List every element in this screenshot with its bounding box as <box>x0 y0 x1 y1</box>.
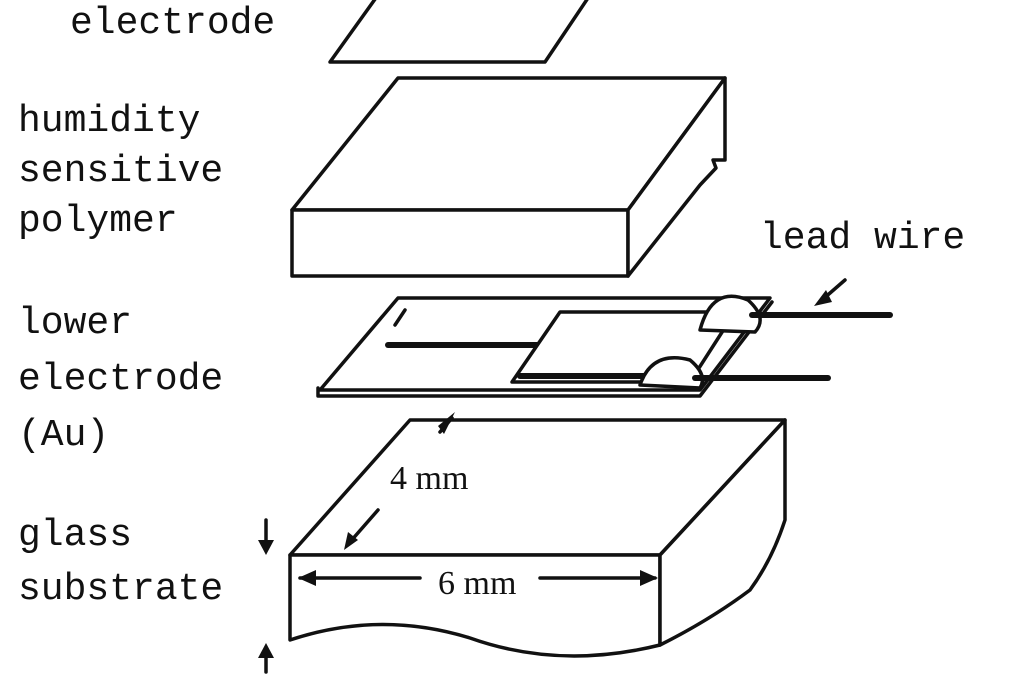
glass-substrate <box>288 418 787 658</box>
thickness-dimension-arrows <box>258 518 274 674</box>
polymer-label-line2: sensitive <box>18 150 224 193</box>
depth-dimension-label: 4 mm <box>390 460 469 497</box>
lower-electrode-label-line2: electrode <box>18 358 224 401</box>
lead-wire-label: lead wire <box>760 217 966 260</box>
upper-electrode-label: electrode <box>70 2 276 45</box>
depth-dimension-arrows <box>344 412 455 550</box>
substrate-label-line2: substrate <box>18 568 224 611</box>
polymer-label-line3: polymer <box>18 200 178 243</box>
lead-wire-arrow <box>814 278 847 306</box>
substrate-label-line1: glass <box>18 514 133 557</box>
polymer-block <box>290 76 727 278</box>
width-dimension-arrows <box>298 570 658 586</box>
lower-electrode-label-line1: lower <box>18 302 133 345</box>
polymer-label-line1: humidity <box>18 100 201 143</box>
lead-wires <box>692 312 893 381</box>
solder-bump-1 <box>698 294 762 334</box>
upper-electrode-plate <box>328 0 589 64</box>
lower-electrode-label-line3: (Au) <box>18 414 110 457</box>
width-dimension-label: 6 mm <box>438 565 517 602</box>
solder-bump-2 <box>638 356 705 390</box>
lower-electrode <box>316 294 774 398</box>
